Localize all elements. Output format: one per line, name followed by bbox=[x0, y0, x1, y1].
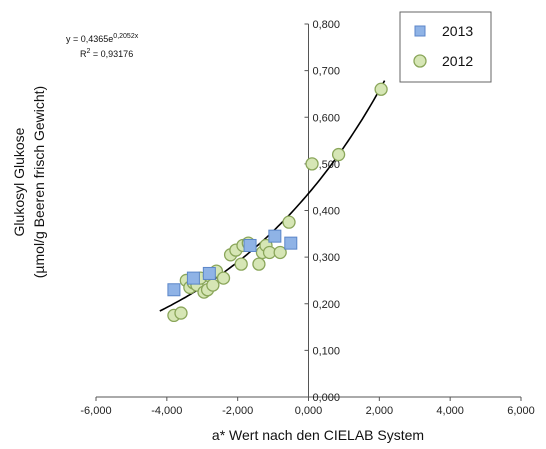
y-tick-label: 0,800 bbox=[313, 19, 341, 31]
data-point-2012 bbox=[206, 278, 220, 292]
data-point-2012 bbox=[174, 306, 188, 320]
data-points bbox=[167, 82, 388, 323]
data-point-2013 bbox=[167, 283, 181, 297]
legend-marker-2012 bbox=[413, 54, 427, 68]
data-point-2012 bbox=[273, 245, 287, 260]
r2-value: = 0,93176 bbox=[90, 49, 133, 59]
y-tick-label: 0,200 bbox=[313, 299, 341, 311]
y-axis-title-line1: Glukosyl Glukose bbox=[11, 127, 27, 236]
y-axis-ticks: 0,0000,1000,2000,3000,4000,5000,6000,700… bbox=[304, 19, 341, 404]
x-tick-label: 4,000 bbox=[436, 405, 464, 417]
r-squared-label: R2 = 0,93176 bbox=[80, 48, 133, 59]
y-tick-label: 0,100 bbox=[313, 345, 341, 357]
x-tick-label: -2,000 bbox=[222, 405, 253, 417]
y-axis-title-line2: (µmol/g Beeren frisch Gewicht) bbox=[31, 86, 47, 278]
legend-label-2013: 2013 bbox=[442, 23, 473, 39]
x-tick-label: -6,000 bbox=[80, 405, 111, 417]
data-point-2012 bbox=[234, 257, 248, 271]
x-tick-label: -4,000 bbox=[151, 405, 182, 417]
x-tick-label: 2,000 bbox=[366, 405, 394, 417]
data-point-2012 bbox=[216, 271, 231, 285]
data-point-2013 bbox=[268, 229, 282, 243]
data-point-2012 bbox=[305, 157, 319, 171]
equation-base: y = 0,4365e bbox=[66, 34, 113, 44]
legend-box bbox=[399, 11, 492, 83]
x-axis-title: a* Wert nach den CIELAB System bbox=[212, 427, 424, 443]
trendline-equation: y = 0,4365e0,2052x bbox=[66, 33, 139, 44]
data-point-2012 bbox=[331, 147, 346, 162]
y-tick-label: 0,000 bbox=[313, 392, 341, 404]
x-tick-label: 6,000 bbox=[507, 405, 535, 417]
data-point-2013 bbox=[284, 236, 298, 250]
x-tick-label: 0,000 bbox=[295, 405, 323, 417]
y-axis-title: Glukosyl Glukose (µmol/g Beeren frisch G… bbox=[11, 86, 47, 278]
legend-label-2012: 2012 bbox=[442, 53, 473, 69]
data-point-2013 bbox=[202, 266, 216, 280]
y-tick-label: 0,600 bbox=[313, 112, 341, 124]
data-point-2013 bbox=[243, 238, 257, 252]
data-point-2012 bbox=[282, 215, 296, 229]
data-point-2012 bbox=[252, 257, 266, 271]
x-axis-ticks: -6,000 -4,000 -2,000 0,000 2,000 4,000 6,000 bbox=[80, 397, 535, 417]
y-tick-label: 0,700 bbox=[313, 66, 341, 78]
y-tick-label: 0,400 bbox=[313, 206, 341, 218]
legend-marker-2013 bbox=[414, 25, 426, 37]
legend: 2013 2012 bbox=[399, 11, 492, 83]
data-point-2012 bbox=[374, 82, 388, 96]
y-tick-label: 0,300 bbox=[313, 252, 341, 264]
data-point-2013 bbox=[186, 271, 200, 285]
equation-exponent: 0,2052x bbox=[113, 33, 138, 40]
r2-prefix: R bbox=[80, 49, 87, 59]
r2-superscript: 2 bbox=[87, 48, 91, 55]
